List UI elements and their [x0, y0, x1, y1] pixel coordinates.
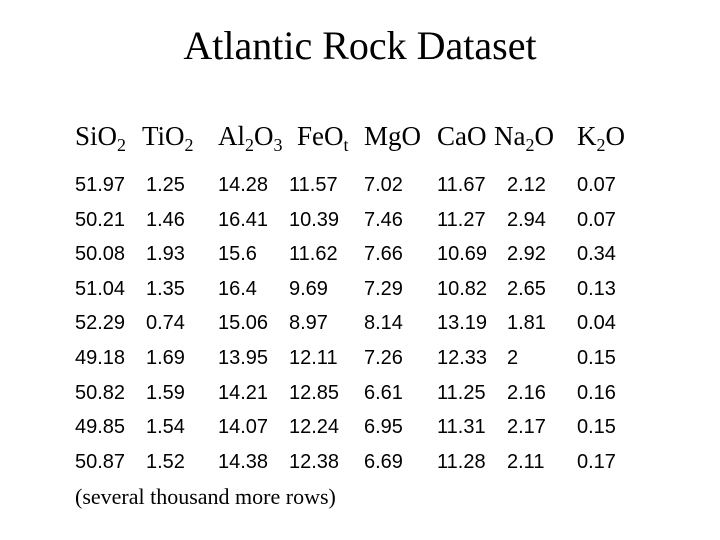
table-cell: 0.34: [577, 243, 616, 266]
page-title: Atlantic Rock Dataset: [183, 23, 537, 68]
table-cell: 2.65: [507, 277, 546, 300]
table-row: 49.85 1.54 14.07 12.24 6.95 11.31 2.17 0.15: [0, 412, 720, 447]
table-cell: 2.16: [507, 381, 546, 404]
table-row: 50.82 1.59 14.21 12.85 6.61 11.25 2.16 0.16: [0, 378, 720, 413]
table-cell: 0.13: [577, 277, 616, 300]
table-cell: 12.33: [437, 346, 488, 369]
table-cell: 8.97: [289, 312, 328, 335]
table-cell: 2: [507, 346, 519, 369]
table-cell: 16.4: [218, 277, 257, 300]
table-cell: 1.59: [146, 381, 185, 404]
table-cell: 10.82: [437, 277, 488, 300]
table-cell: 14.38: [218, 450, 269, 473]
table-cell: 11.25: [437, 381, 486, 404]
table-cell: 14.28: [218, 174, 269, 196]
data-table-body: 51.97 1.25 14.28 11.57 7.02 11.67 2.12 0.07 50.2…: [0, 170, 720, 481]
table-cell: 14.21: [218, 381, 269, 404]
table-cell: 7.26: [364, 346, 403, 369]
table-row: 52.29 0.74 15.06 8.97 8.14 13.19 1.81 0.04: [0, 308, 720, 343]
table-cell: 50.08: [75, 243, 126, 266]
table-cell: 1.46: [146, 208, 185, 231]
table-row: 49.18 1.69 13.95 12.11 7.26 12.33 2 0.15: [0, 343, 720, 378]
table-cell: 6.69: [364, 450, 403, 473]
table-cell: 0.16: [577, 381, 616, 404]
table-cell: 8.14: [364, 312, 403, 335]
table-cell: 11.67: [437, 174, 486, 196]
table-cell: 11.62: [289, 243, 338, 266]
table-cell: 7.02: [364, 174, 403, 196]
table-cell: 49.85: [75, 416, 126, 439]
table-cell: 50.21: [75, 208, 126, 231]
table-cell: 12.11: [289, 346, 338, 369]
column-header-k2o: K2O: [577, 121, 625, 155]
table-cell: 13.19: [437, 312, 488, 335]
table-cell: 52.29: [75, 312, 126, 335]
table-cell: 0.04: [577, 312, 616, 335]
table-cell: 1.93: [146, 243, 185, 266]
table-cell: 51.97: [75, 174, 126, 196]
table-cell: 14.07: [218, 416, 269, 439]
table-cell: 51.04: [75, 277, 126, 300]
table-cell: 1.69: [146, 346, 185, 369]
table-cell: 15.6: [218, 243, 257, 266]
table-cell: 2.17: [507, 416, 546, 439]
footer-note: (several thousand more rows): [75, 484, 336, 509]
table-cell: 0.07: [577, 174, 616, 196]
table-cell: 9.69: [289, 277, 328, 300]
column-header-al2o3: Al2O3: [218, 121, 283, 155]
table-cell: 13.95: [218, 346, 269, 369]
table-cell: 2.92: [507, 243, 546, 266]
table-row: 51.97 1.25 14.28 11.57 7.02 11.67 2.12 0.07: [0, 170, 720, 205]
table-cell: 0.17: [577, 450, 616, 473]
table-row: 50.08 1.93 15.6 11.62 7.66 10.69 2.92 0.34: [0, 239, 720, 274]
table-cell: 7.66: [364, 243, 403, 266]
column-header-cao: CaO: [437, 121, 487, 151]
table-cell: 0.74: [146, 312, 185, 335]
column-headers: SiO2 TiO2 Al2O3 FeOt MgO CaO Na2O K2O: [0, 118, 720, 158]
table-cell: 10.69: [437, 243, 488, 266]
column-header-tio2: TiO2: [142, 121, 194, 155]
table-cell: 11.28: [437, 450, 486, 473]
table-cell: 1.25: [146, 174, 185, 196]
table-cell: 12.38: [289, 450, 340, 473]
table-cell: 12.24: [289, 416, 340, 439]
table-cell: 16.41: [218, 208, 269, 231]
table-cell: 7.46: [364, 208, 403, 231]
table-cell: 1.52: [146, 450, 185, 473]
table-cell: 11.27: [437, 208, 486, 231]
table-cell: 6.61: [364, 381, 403, 404]
column-header-mgo: MgO: [364, 121, 422, 151]
table-cell: 2.12: [507, 174, 546, 196]
column-header-sio2: SiO2: [75, 121, 127, 155]
table-cell: 2.11: [507, 450, 545, 473]
table-cell: 50.87: [75, 450, 126, 473]
table-cell: 49.18: [75, 346, 126, 369]
table-cell: 12.85: [289, 381, 340, 404]
table-cell: 6.95: [364, 416, 403, 439]
table-cell: 0.15: [577, 416, 616, 439]
column-header-feot: FeOt: [297, 121, 349, 155]
table-cell: 15.06: [218, 312, 269, 335]
table-cell: 1.35: [146, 277, 185, 300]
table-cell: 2.94: [507, 208, 546, 231]
table-cell: 1.54: [146, 416, 185, 439]
table-cell: 11.57: [289, 174, 338, 196]
table-row: 50.21 1.46 16.41 10.39 7.46 11.27 2.94 0.07: [0, 205, 720, 240]
table-cell: 10.39: [289, 208, 340, 231]
table-cell: 0.07: [577, 208, 616, 231]
table-cell: 7.29: [364, 277, 403, 300]
table-cell: 0.15: [577, 346, 616, 369]
table-row: 51.04 1.35 16.4 9.69 7.29 10.82 2.65 0.13: [0, 274, 720, 309]
column-header-na2o: Na2O: [494, 121, 554, 155]
table-row: 50.87 1.52 14.38 12.38 6.69 11.28 2.11 0.17: [0, 447, 720, 482]
table-cell: 1.81: [507, 312, 546, 335]
table-cell: 11.31: [437, 416, 486, 439]
table-cell: 50.82: [75, 381, 126, 404]
